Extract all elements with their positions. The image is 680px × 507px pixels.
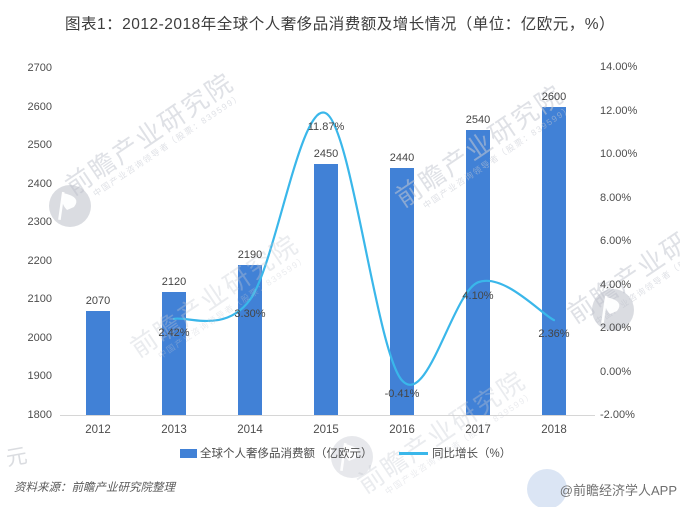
growth-value-label: 3.30% [234,307,266,320]
right-axis-tick: 2.00% [600,322,632,334]
left-axis-tick: 2000 [27,331,52,344]
bar-2018 [542,106,566,415]
left-axis-tick: 2600 [27,100,52,113]
right-axis-tick: 12.00% [600,104,638,117]
growth-line [172,111,556,386]
x-axis-label: 2013 [161,424,187,436]
right-axis-tick: 8.00% [600,191,632,204]
bar-2014 [238,264,262,415]
left-axis-tick: 1900 [27,370,52,383]
chart-title: 图表1：2012-2018年全球个人奢侈品消费额及增长情况（单位：亿欧元，%） [64,16,616,33]
x-axis-label: 2012 [85,424,111,436]
left-axis-tick: 2100 [27,293,52,306]
source-note: 资料来源：前瞻产业研究院整理 [14,482,175,494]
x-axis-label: 2016 [389,424,415,436]
legend-line-swatch [399,452,428,455]
right-axis-tick: -2.00% [600,409,635,421]
bar-value-label: 2120 [161,275,187,288]
growth-value-label: -0.41% [384,388,420,401]
credit-watermark-bubble [527,469,567,507]
left-axis-tick: 2400 [27,177,52,190]
growth-value-label: 4.10% [462,290,494,303]
right-axis-tick: 4.00% [600,278,632,291]
right-axis-tick: 10.00% [600,148,638,160]
growth-value-label: 2.42% [158,326,190,339]
growth-value-label: 11.87% [307,121,345,134]
bar-2017 [466,129,490,415]
bar-2016 [390,168,414,415]
right-axis-tick: 6.00% [600,235,632,247]
legend-bar-label: 全球个人奢侈品消费额（亿欧元） [200,448,373,460]
left-axis-tick: 2700 [27,62,52,74]
left-axis-tick: 1800 [27,409,52,421]
right-axis-tick: 14.00% [600,61,638,73]
right-axis-tick: 0.00% [600,365,632,378]
x-axis-label: 2017 [465,424,491,436]
bar-value-label: 2190 [237,248,263,261]
credit-note: @前瞻经济学人APP [559,483,677,498]
growth-value-label: 2.36% [538,328,570,341]
left-axis-tick: 2500 [27,139,52,152]
bar-2015 [314,164,338,415]
bar-value-label: 2600 [541,90,567,103]
x-axis-label: 2015 [313,424,339,436]
bar-value-label: 2540 [465,113,491,126]
legend-line-label: 同比增长（%） [432,448,512,460]
left-axis-tick: 2300 [27,216,52,229]
left-axis-tick: 2200 [27,254,52,267]
legend-bar-swatch [180,449,197,458]
x-axis-line [60,415,595,416]
bar-value-label: 2070 [85,294,111,307]
x-axis-label: 2014 [237,424,263,436]
bar-2013 [162,291,186,415]
bar-value-label: 2450 [313,148,339,161]
bar-value-label: 2440 [389,152,415,165]
bar-2012 [86,310,110,415]
x-axis-label: 2018 [541,424,567,436]
